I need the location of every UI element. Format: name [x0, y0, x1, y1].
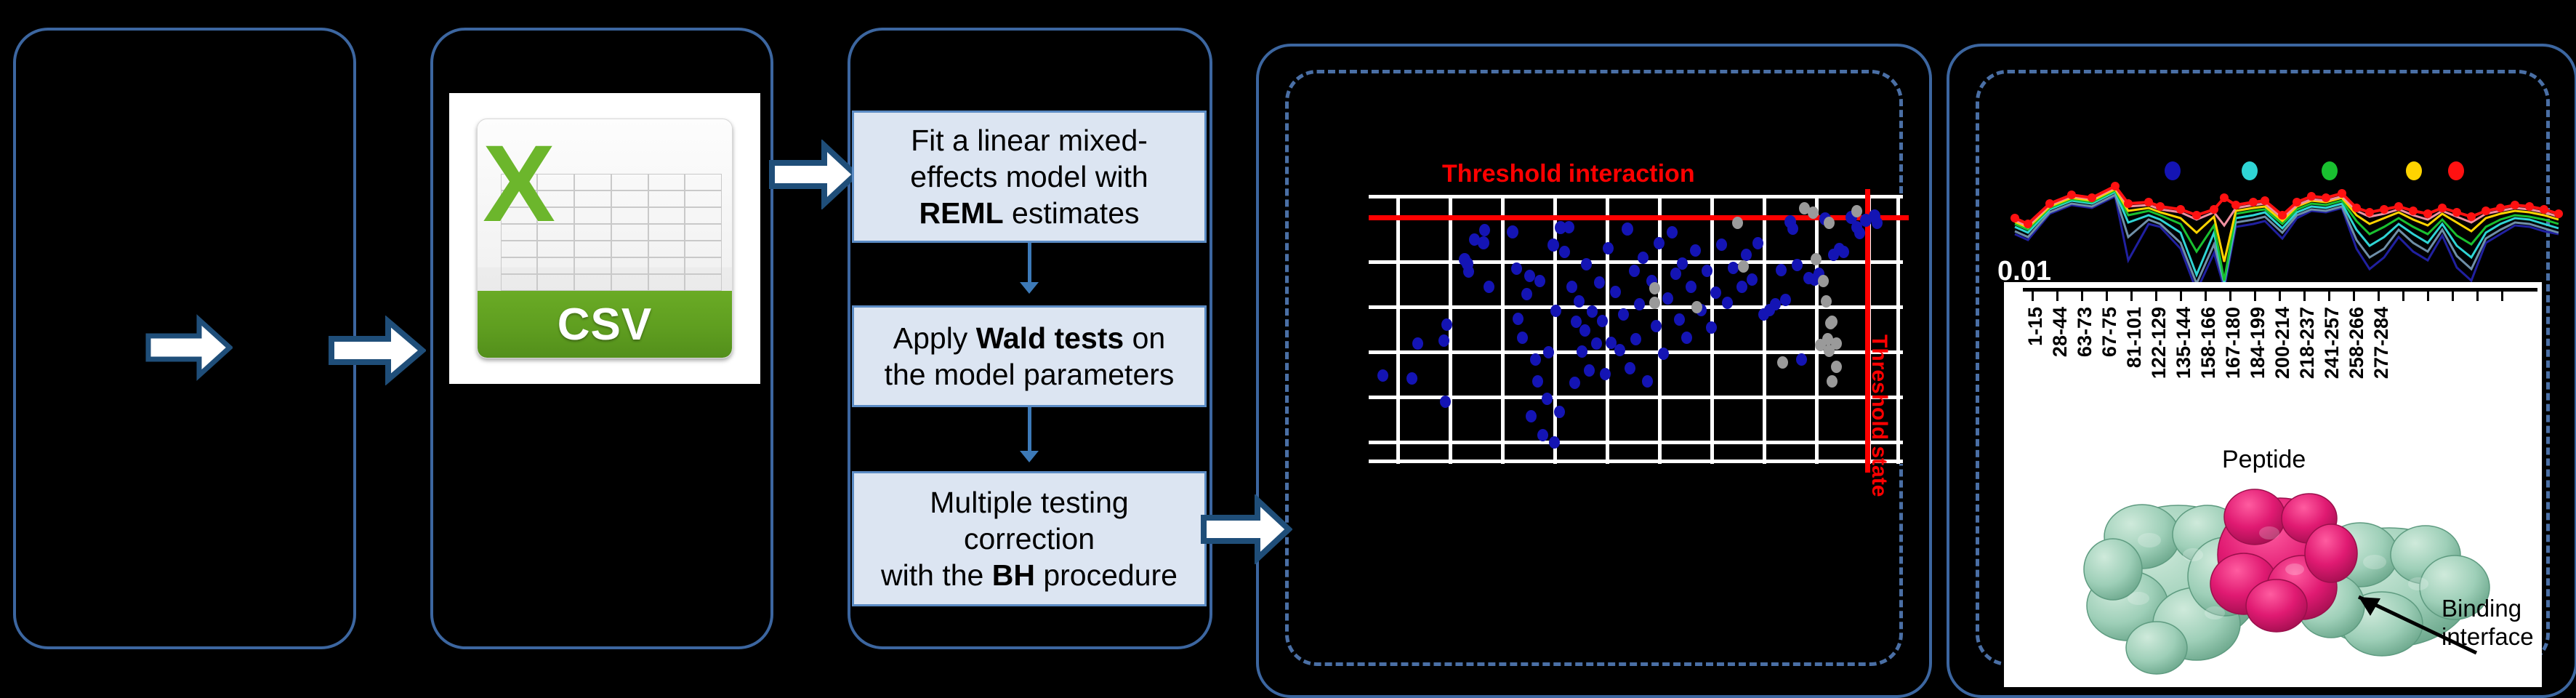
binding-interface-annotation: Binding interface [2442, 595, 2534, 651]
peptide-tick-label: 63-73 [2074, 307, 2096, 358]
peptide-tick-label: 241-257 [2321, 307, 2343, 380]
connector-fit-to-wald [1028, 243, 1031, 285]
bh-line-2: correction [963, 521, 1095, 555]
peptide-tick-label: 67-75 [2098, 307, 2120, 358]
peptide-tick-label: 200-214 [2271, 307, 2293, 380]
peptide-tick-label: 158-166 [2197, 307, 2219, 380]
wald-line-2: the model parameters [884, 358, 1175, 391]
statistical-analysis-panel [848, 28, 1212, 649]
gridline-v [1896, 195, 1900, 464]
arrow-to-csv [329, 316, 426, 385]
threshold-interaction-label: Threshold interaction [1442, 160, 1695, 188]
peptide-x-axis [2023, 288, 2537, 292]
interaction-scatter-plot [1369, 189, 1909, 473]
multiple-testing-box[interactable]: Multiple testing correction with the BH … [852, 471, 1207, 606]
peptide-series-legend [2137, 153, 2464, 186]
gridline-v [1396, 195, 1400, 464]
legend-dot-3 [2322, 161, 2338, 180]
gridline-h [1369, 195, 1903, 198]
gridline-h [1369, 441, 1903, 444]
bh-line-3: with the BH procedure [881, 558, 1178, 592]
gridline-v [1449, 195, 1452, 464]
binding-interface-line-2: interface [2442, 622, 2534, 650]
gridline-h [1369, 350, 1903, 354]
peptide-tick-label: 1-15 [2024, 307, 2046, 347]
csv-file-icon: X CSV [477, 119, 733, 358]
gridline-h [1369, 260, 1903, 264]
peptide-y-axis-label: 0.01 [1997, 256, 2051, 286]
csv-file-icon-frame: X CSV [449, 93, 760, 384]
threshold-state-line [1865, 189, 1870, 473]
peptide-tick-label: 135-144 [2173, 307, 2194, 380]
peptide-x-axis-title: Peptide [2222, 446, 2306, 473]
csv-data-panel [430, 28, 773, 649]
connector-wald-to-bh [1028, 407, 1031, 454]
csv-format-band: CSV [478, 291, 732, 358]
peptide-tick-label: 81-101 [2123, 307, 2145, 369]
arrow-into-data-panel [145, 314, 233, 381]
gridline-v [1553, 195, 1557, 464]
peptide-line-chart [2006, 182, 2566, 294]
bh-line-1: Multiple testing [930, 485, 1129, 519]
fit-model-line-1: Fit a linear mixed- [911, 123, 1148, 157]
peptide-tick-label: 218-237 [2296, 307, 2318, 380]
peptide-tick-label: 28-44 [2049, 307, 2071, 358]
wald-line-1: Apply Wald tests on [893, 321, 1166, 355]
legend-dot-4 [2406, 161, 2422, 180]
binding-interface-line-1: Binding [2442, 595, 2522, 622]
peptide-tick-label: 167-180 [2222, 307, 2244, 380]
arrow-to-analysis [769, 140, 859, 209]
csv-format-label: CSV [557, 299, 653, 350]
peptide-tick-label: 258-266 [2346, 307, 2367, 380]
legend-dot-2 [2242, 161, 2258, 180]
fit-model-line-3: REML estimates [919, 196, 1140, 230]
connector-wald-to-bh-arrowhead [1020, 451, 1039, 462]
gridline-h [1369, 396, 1903, 399]
gridline-v [1501, 195, 1505, 464]
arrow-to-results [1201, 494, 1292, 564]
gridline-v [1763, 195, 1766, 464]
peptide-tick-label: 184-199 [2247, 307, 2269, 380]
binding-interface-figure-card: 1-15 28-44 63-73 67-75 81-101 122-129 13… [2004, 282, 2542, 687]
connector-fit-to-wald-arrowhead [1020, 282, 1039, 294]
peptide-tick-label: 122-129 [2148, 307, 2170, 380]
wald-tests-box[interactable]: Apply Wald tests on the model parameters [852, 305, 1207, 407]
protein-structure-figure [2083, 489, 2490, 675]
gridline-v [1606, 195, 1609, 464]
threshold-interaction-line [1369, 215, 1909, 220]
fit-model-line-2: effects model with [910, 159, 1148, 193]
peptide-tick-label: 277-284 [2370, 307, 2392, 380]
legend-dot-1 [2165, 161, 2181, 180]
fit-model-box[interactable]: Fit a linear mixed- effects model with R… [852, 111, 1207, 243]
gridline-v [1815, 195, 1819, 464]
legend-dot-5 [2448, 161, 2464, 180]
excel-x-letter: X [483, 122, 556, 245]
csv-spreadsheet-grid [500, 174, 722, 292]
threshold-state-label: Threshold state [1867, 334, 1891, 497]
gridline-h [1369, 460, 1903, 463]
